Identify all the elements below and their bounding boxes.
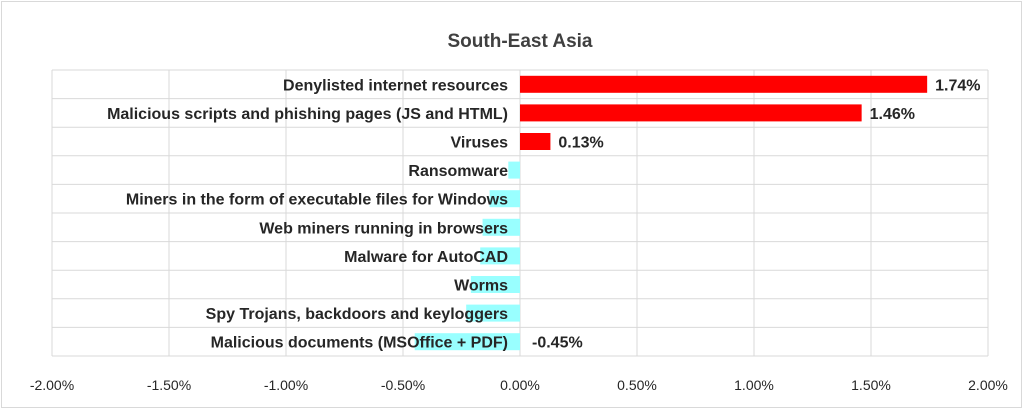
category-label: Viruses [450,135,508,152]
x-tick-label: -2.00% [30,377,74,393]
bars [414,75,928,351]
bar [520,104,862,122]
category-labels: Denylisted internet resources Malicious s… [107,77,508,351]
x-tick-label: 2.00% [968,377,1008,393]
category-label: Malware for AutoCAD [344,249,508,266]
x-tick-label: 1.00% [734,377,774,393]
x-axis-tick-labels: -2.00% -1.50% -1.00% -0.50% 0.00% 0.50% 1.00% 1… [30,377,1008,393]
bar [466,304,520,322]
bar [520,133,551,150]
bar [482,218,520,236]
category-label: Spy Trojans, backdoors and keyloggers [206,306,508,323]
bar [480,247,520,265]
category-label: Malicious scripts and phishing pages (JS… [107,106,508,123]
bar [508,161,520,179]
category-label: Miners in the form of executable files f… [126,192,508,209]
category-label: Web miners running in browsers [259,220,508,237]
category-label: Worms [454,278,508,295]
chart-title: South-East Asia [448,31,593,52]
category-label: Malicious documents (MSOffice + PDF) [211,335,508,352]
x-tick-label: 1.50% [851,377,891,393]
bar [470,276,520,293]
x-tick-label: -1.00% [264,377,308,393]
data-labels: 1.74% 1.46% 0.13% -0.45% [532,77,981,351]
data-label: 1.74% [935,77,980,94]
category-label: Denylisted internet resources [283,77,508,94]
x-tick-label: -0.50% [381,377,425,393]
bar [414,333,520,351]
x-tick-label: 0.50% [617,377,657,393]
bar [489,190,520,208]
data-label: 1.46% [870,106,915,123]
data-label: 0.13% [558,135,603,152]
x-tick-label: 0.00% [500,377,540,393]
gridlines [51,69,989,357]
bar [520,75,928,93]
data-label: -0.45% [532,335,583,352]
category-label: Ransomware [408,163,508,180]
x-tick-label: -1.50% [147,377,191,393]
